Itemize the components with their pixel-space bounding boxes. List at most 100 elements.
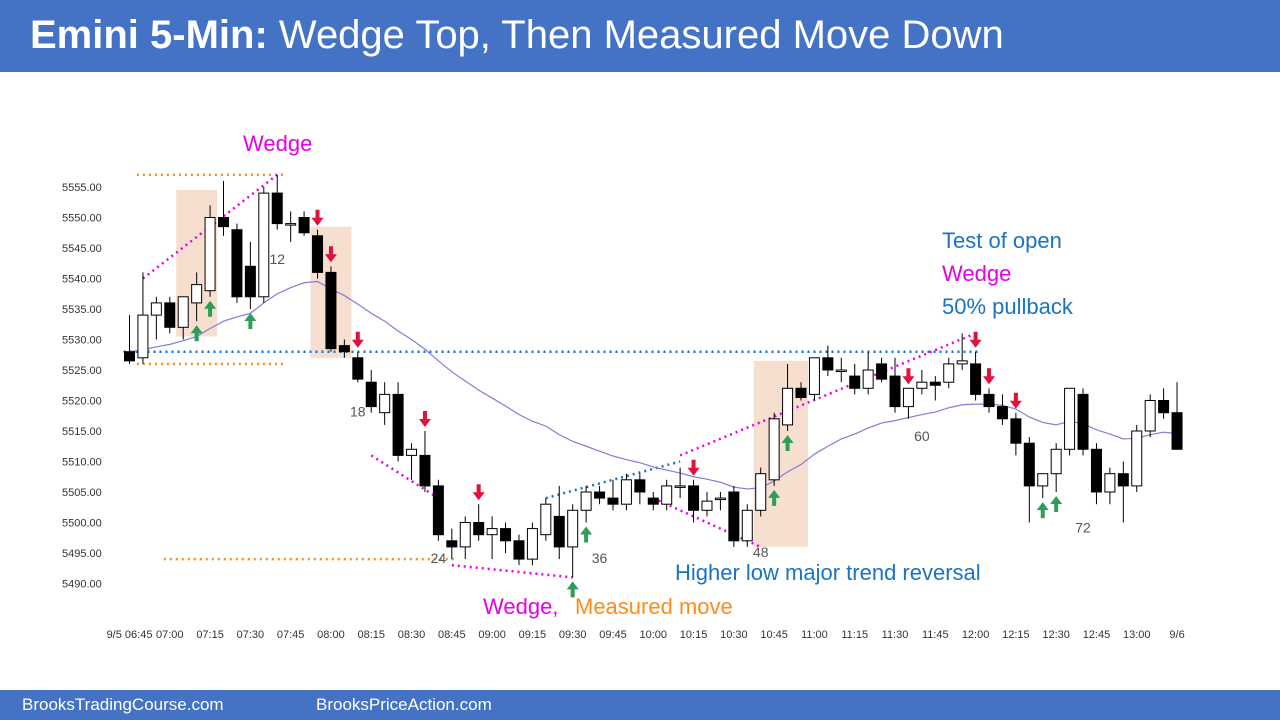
x-tick-label: 11:45: [922, 629, 949, 641]
x-tick-label: 07:45: [277, 629, 305, 641]
candle: [1064, 387, 1076, 450]
bar-number: 12: [269, 251, 285, 267]
candle: [1050, 448, 1062, 475]
x-tick-label: 10:00: [640, 629, 668, 641]
candle: [674, 485, 686, 488]
up-arrow-icon: [244, 313, 257, 329]
bar-number: 48: [753, 544, 769, 560]
candle: [996, 406, 1008, 420]
candle: [647, 497, 659, 505]
bar-number: 60: [914, 428, 930, 444]
x-tick-label: 08:00: [317, 629, 345, 641]
x-tick-label: 07:15: [196, 629, 224, 641]
candle: [1171, 412, 1183, 450]
candle: [473, 522, 485, 536]
x-tick-label: 12:15: [1002, 629, 1030, 641]
y-tick-label: 5525.00: [62, 365, 102, 377]
candle: [526, 528, 538, 560]
candle: [164, 302, 176, 328]
x-tick-label: 10:45: [760, 629, 788, 641]
candle: [1090, 448, 1102, 493]
candle: [929, 381, 941, 386]
y-tick-label: 5495.00: [62, 548, 102, 560]
y-tick-label: 5550.00: [62, 213, 102, 225]
candle: [1104, 473, 1116, 493]
down-arrow-icon: [687, 459, 700, 476]
candle: [661, 485, 673, 505]
candle: [285, 223, 297, 226]
annotation-measured-move: Measured move: [575, 594, 733, 619]
annotation-pullback: 50% pullback: [942, 294, 1074, 319]
candle: [876, 363, 888, 380]
up-arrow-icon: [781, 435, 794, 451]
footer-right-link[interactable]: BrooksPriceAction.com: [316, 695, 492, 714]
x-tick-label: 09:00: [478, 629, 506, 641]
candle: [701, 500, 713, 511]
up-arrow-icon: [768, 489, 781, 506]
candle: [406, 448, 418, 456]
candle: [486, 528, 498, 536]
footer-bar: BrooksTradingCourse.com BrooksPriceActio…: [0, 690, 1280, 720]
candle: [714, 497, 726, 501]
candle: [446, 540, 458, 548]
up-arrow-icon: [580, 526, 593, 543]
up-arrow-icon: [190, 325, 203, 342]
up-arrow-icon: [1036, 502, 1049, 519]
candle: [728, 491, 740, 542]
candle: [338, 345, 350, 353]
candle: [580, 491, 592, 511]
x-tick-label: 11:15: [841, 629, 868, 641]
candle: [835, 369, 847, 372]
candle: [218, 217, 230, 228]
x-tick-label: 10:30: [720, 629, 748, 641]
candle: [916, 381, 928, 389]
candle: [258, 192, 270, 298]
y-tick-label: 5510.00: [62, 457, 102, 469]
down-arrow-icon: [351, 331, 364, 348]
candle: [124, 351, 135, 362]
y-tick-label: 5520.00: [62, 396, 102, 408]
title-rest: Wedge Top, Then Measured Move Down: [278, 13, 1004, 57]
candle: [150, 302, 162, 316]
y-tick-label: 5545.00: [62, 243, 102, 255]
x-tick-label: 12:30: [1042, 629, 1070, 641]
y-tick-label: 5555.00: [62, 182, 102, 194]
candle: [540, 503, 552, 536]
candle: [970, 363, 982, 395]
candle: [808, 357, 820, 395]
candle: [244, 265, 256, 298]
candle: [567, 509, 579, 548]
candle: [1010, 418, 1022, 444]
y-tick-label: 5505.00: [62, 487, 102, 499]
candle: [553, 515, 565, 548]
candle: [271, 192, 283, 225]
footer-left-link[interactable]: BrooksTradingCourse.com: [22, 695, 224, 714]
candle: [862, 369, 874, 389]
candle: [325, 271, 337, 350]
annotation-higher-low: Higher low major trend reversal: [675, 560, 981, 585]
bar-number: 24: [431, 550, 447, 566]
candle: [849, 375, 861, 389]
annotation-test-of-open: Test of open: [942, 228, 1062, 253]
candle: [204, 217, 216, 292]
candle: [889, 375, 901, 408]
x-tick-label: 9/5 06:45: [107, 629, 153, 641]
candle: [1158, 400, 1170, 414]
y-tick-label: 5500.00: [62, 518, 102, 530]
up-arrow-icon: [1050, 496, 1063, 512]
page-title: Emini 5-Min: Wedge Top, Then Measured Mo…: [30, 10, 1004, 60]
x-tick-label: 11:00: [801, 629, 828, 641]
annotation-wedge-bottom: Wedge,: [483, 594, 558, 619]
x-tick-label: 09:30: [559, 629, 587, 641]
annotation-wedge-top: Wedge: [243, 131, 312, 156]
candle: [741, 509, 753, 542]
candle: [943, 363, 955, 383]
candlestick-chart: 5555.00 5550.00 5545.00 5540.00 5535.00 5530.…: [62, 131, 1185, 641]
x-tick-label: 10:15: [680, 629, 708, 641]
candle: [956, 360, 968, 365]
candle: [1023, 442, 1035, 487]
candle: [191, 284, 203, 304]
down-arrow-icon: [311, 209, 324, 226]
down-arrow-icon: [472, 484, 485, 501]
candle: [379, 393, 391, 414]
